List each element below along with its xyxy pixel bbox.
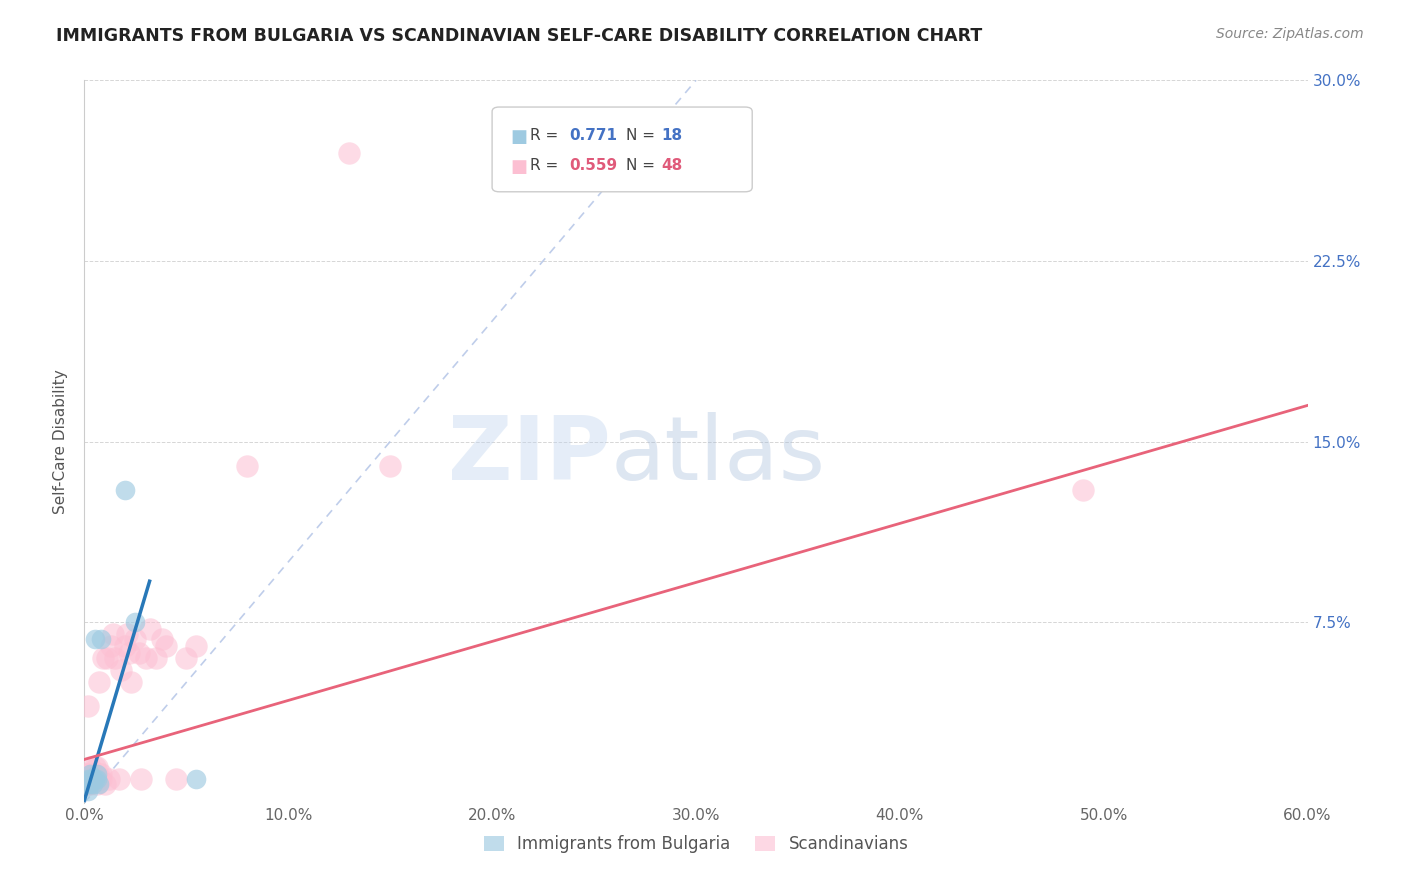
Point [101,627,124,641]
Text: N =: N = [626,158,655,173]
Point [131,772,153,786]
Point [118,647,141,661]
Point [124,615,146,630]
Point [77,767,100,781]
Point [108,772,131,786]
Point [83,772,105,786]
Point [93,776,115,790]
Point [79,772,101,786]
Text: ■: ■ [510,128,527,145]
Point [114,483,136,497]
Text: Source: ZipAtlas.com: Source: ZipAtlas.com [1216,27,1364,41]
Point [77,776,100,790]
Point [120,675,142,690]
Point [110,664,132,678]
Point [90,767,112,781]
Point [186,772,208,786]
Point [128,647,150,661]
Point [124,632,146,646]
Point [339,145,361,160]
Point [186,639,208,653]
Point [83,772,105,786]
Text: N =: N = [626,128,655,143]
Text: R =: R = [530,128,558,143]
Point [75,767,97,781]
Point [82,772,104,786]
Point [77,772,100,786]
Point [165,772,187,786]
Point [82,772,104,786]
Point [86,772,108,786]
Text: atlas: atlas [610,412,825,500]
Point [77,784,100,798]
Text: ZIP: ZIP [447,412,610,500]
Point [75,776,97,790]
Point [155,639,177,653]
Point [86,767,108,781]
Point [150,632,173,646]
Point [91,651,114,665]
Point [87,675,110,690]
Point [79,767,101,781]
Point [90,772,112,786]
Point [236,458,259,473]
Point [79,776,101,790]
Text: ■: ■ [510,158,527,176]
Y-axis label: Self-Care Disability: Self-Care Disability [53,369,69,514]
Point [114,639,136,653]
Point [79,760,101,774]
Text: 18: 18 [661,128,682,143]
Legend: Immigrants from Bulgaria, Scandinavians: Immigrants from Bulgaria, Scandinavians [477,828,915,860]
Point [96,651,118,665]
Point [77,776,100,790]
Point [97,772,120,786]
Point [1073,483,1095,497]
Point [90,632,112,646]
Point [104,651,127,665]
Point [82,776,104,790]
Point [115,627,138,641]
Text: 48: 48 [661,158,682,173]
Point [82,767,104,781]
Point [174,651,197,665]
Point [86,760,108,774]
Text: 0.559: 0.559 [569,158,617,173]
Point [380,458,402,473]
Text: IMMIGRANTS FROM BULGARIA VS SCANDINAVIAN SELF-CARE DISABILITY CORRELATION CHART: IMMIGRANTS FROM BULGARIA VS SCANDINAVIAN… [56,27,983,45]
Point [83,632,105,646]
Point [79,776,101,790]
Point [83,760,105,774]
Point [75,772,97,786]
Point [138,623,160,637]
Point [100,639,122,653]
Point [135,651,157,665]
Point [79,772,101,786]
Point [77,772,100,786]
Point [75,776,97,790]
Text: 0.771: 0.771 [569,128,617,143]
Point [86,776,108,790]
Text: R =: R = [530,158,558,173]
Point [77,699,100,714]
Point [87,776,110,790]
Point [145,651,167,665]
Point [87,772,110,786]
